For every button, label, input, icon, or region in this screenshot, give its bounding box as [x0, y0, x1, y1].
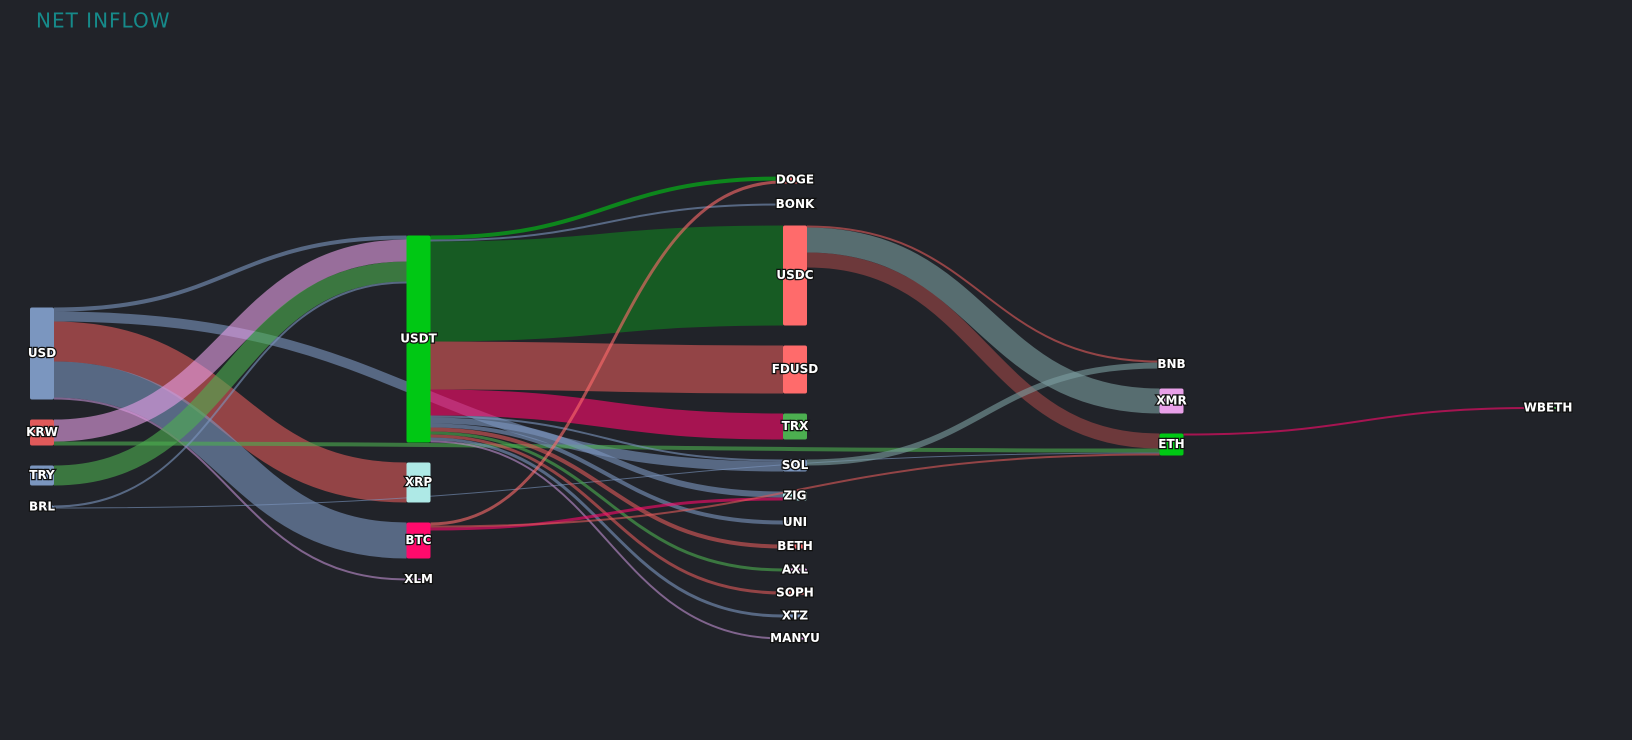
node — [30, 465, 54, 486]
node-label: BRL — [29, 500, 55, 514]
node — [1159, 360, 1184, 369]
node-label: SOPH — [776, 586, 814, 600]
node — [406, 522, 431, 559]
flow-link — [430, 440, 784, 640]
flow-link — [53, 261, 407, 486]
node — [30, 307, 54, 400]
node-label: XMR — [1156, 394, 1186, 408]
node-label: BNB — [1157, 357, 1185, 371]
node-label: FDUSD — [772, 362, 819, 376]
node — [783, 491, 807, 501]
node — [1159, 433, 1184, 456]
node-label: KRW — [26, 425, 58, 439]
flow-link — [53, 397, 407, 581]
node — [783, 614, 807, 618]
node-label: SOL — [782, 458, 809, 472]
nodes: USD KRW TRY BRL USDT XRP BTC XLM DOGE BONK USDC FDU… — [25, 171, 1574, 646]
node-label: XRP — [405, 475, 432, 489]
node — [406, 462, 431, 503]
node — [1159, 388, 1184, 414]
flow-link — [53, 281, 407, 508]
node — [783, 176, 807, 184]
node-label: BONK — [776, 197, 815, 211]
node-label: WBETH — [1524, 401, 1573, 415]
flow-link — [806, 227, 1160, 414]
node-label: USDC — [776, 268, 813, 282]
flow-link — [430, 341, 784, 394]
node-label: UNI — [783, 515, 807, 529]
flow-link — [430, 415, 784, 462]
flow-link — [430, 180, 784, 526]
node — [406, 578, 431, 581]
flow-link — [806, 252, 1160, 449]
flow-link — [806, 225, 1160, 363]
flow-link — [430, 453, 1160, 528]
node — [406, 235, 431, 443]
node-label: TRY — [29, 468, 55, 482]
flow-link — [430, 203, 784, 242]
flow-link — [430, 423, 784, 525]
flow-link — [53, 235, 407, 312]
flow-link — [430, 431, 784, 572]
node — [783, 544, 807, 549]
node-label: DOGE — [776, 173, 814, 187]
flow-link — [53, 441, 1160, 453]
flow-link — [806, 362, 1160, 466]
node — [783, 459, 807, 472]
flow-link — [430, 176, 784, 240]
node — [783, 345, 807, 394]
node — [30, 505, 54, 509]
links — [53, 176, 1537, 640]
node-label: MANYU — [770, 631, 820, 645]
node-label: AXL — [782, 563, 809, 577]
node-label: ETH — [1158, 437, 1184, 451]
chart-title: NET INFLOW — [36, 9, 170, 33]
flow-link — [1183, 407, 1537, 436]
flow-link — [430, 225, 784, 342]
node-label: TRX — [782, 419, 809, 433]
flow-link — [430, 427, 784, 549]
flow-link — [53, 321, 407, 503]
node-label: BTC — [405, 533, 431, 547]
flow-link — [430, 389, 784, 440]
node-label: BETH — [777, 539, 813, 553]
node — [783, 225, 807, 326]
flow-link — [430, 497, 784, 531]
node-label: USD — [28, 346, 56, 360]
node — [783, 413, 807, 440]
node-label: USDT — [400, 332, 437, 346]
node-label: XLM — [404, 572, 433, 586]
node — [30, 419, 54, 446]
node-label: ZIG — [783, 489, 806, 503]
node — [783, 637, 807, 640]
node — [1536, 407, 1560, 409]
flow-link — [53, 361, 407, 559]
flow-link — [430, 417, 784, 498]
node-label: XTZ — [782, 609, 808, 623]
node — [783, 591, 807, 595]
flow-link — [430, 437, 784, 618]
flow-link — [53, 239, 407, 442]
node — [783, 520, 807, 525]
node — [783, 568, 807, 572]
flow-link — [53, 452, 1160, 509]
node — [783, 203, 807, 206]
